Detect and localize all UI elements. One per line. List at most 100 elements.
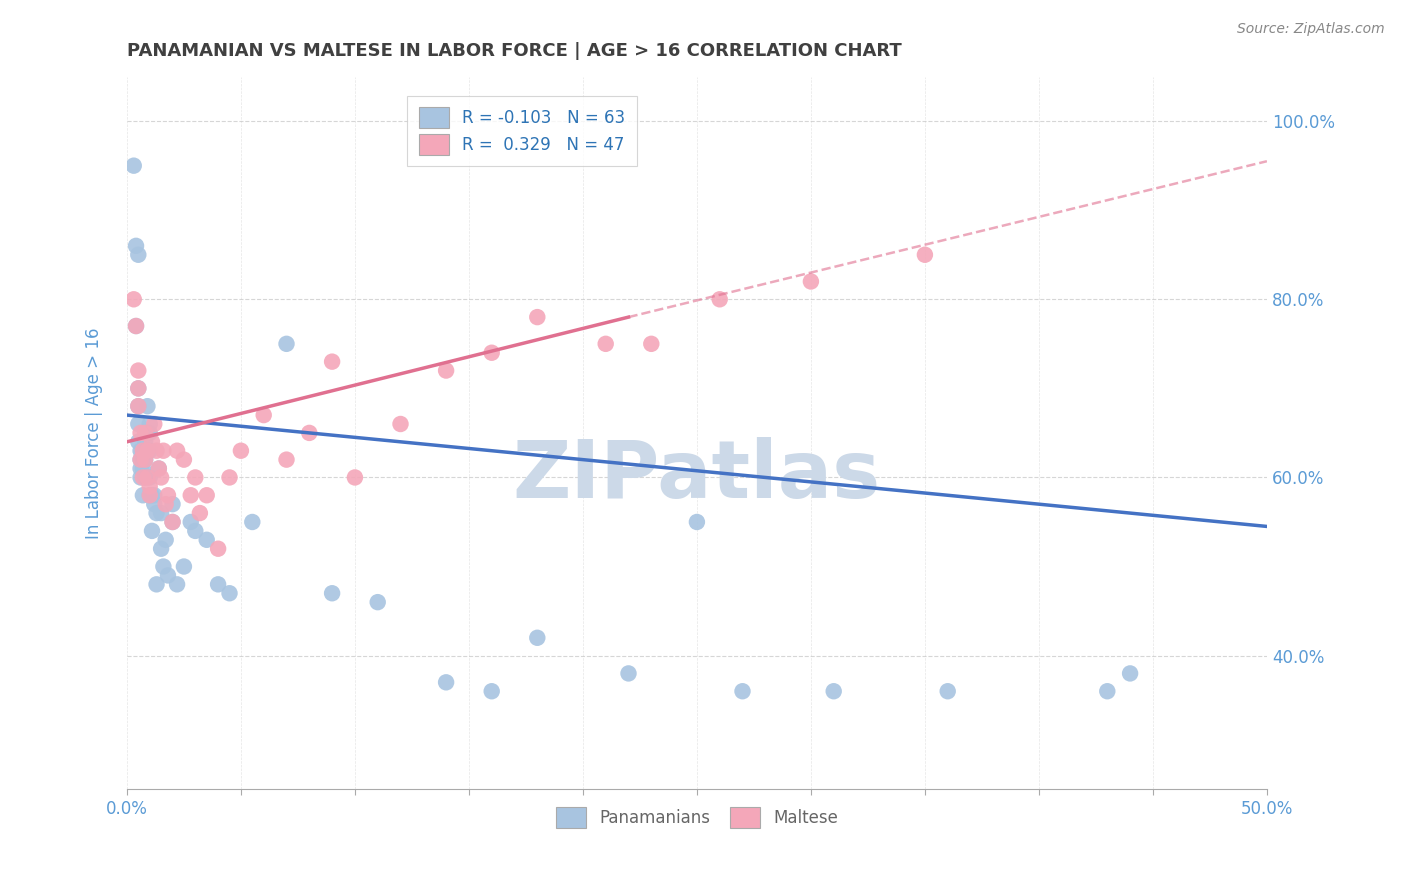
Text: PANAMANIAN VS MALTESE IN LABOR FORCE | AGE > 16 CORRELATION CHART: PANAMANIAN VS MALTESE IN LABOR FORCE | A… — [127, 42, 901, 60]
Legend: Panamanians, Maltese: Panamanians, Maltese — [548, 801, 845, 834]
Point — [138, 488, 160, 502]
Point — [166, 443, 188, 458]
Point — [136, 399, 159, 413]
Y-axis label: In Labor Force | Age > 16: In Labor Force | Age > 16 — [86, 327, 103, 539]
Point — [731, 684, 754, 698]
Point — [148, 461, 170, 475]
Point — [127, 399, 149, 413]
Point — [138, 443, 160, 458]
Point — [122, 159, 145, 173]
Point — [132, 452, 155, 467]
Point — [145, 443, 167, 458]
Point — [276, 336, 298, 351]
Point — [132, 470, 155, 484]
Point — [686, 515, 709, 529]
Point — [127, 417, 149, 431]
Point — [145, 577, 167, 591]
Point — [184, 524, 207, 538]
Point — [173, 559, 195, 574]
Point — [138, 425, 160, 440]
Point — [240, 515, 263, 529]
Point — [595, 336, 617, 351]
Point — [125, 239, 148, 253]
Point — [229, 443, 252, 458]
Point — [132, 461, 155, 475]
Point — [162, 515, 184, 529]
Point — [141, 434, 163, 449]
Point — [434, 363, 457, 377]
Point — [936, 684, 959, 698]
Point — [298, 425, 321, 440]
Point — [145, 506, 167, 520]
Point — [276, 452, 298, 467]
Point — [134, 452, 156, 467]
Point — [481, 345, 503, 359]
Point — [127, 381, 149, 395]
Point — [343, 470, 366, 484]
Point — [138, 470, 160, 484]
Point — [162, 497, 184, 511]
Point — [253, 408, 276, 422]
Point — [800, 275, 823, 289]
Point — [180, 488, 202, 502]
Point — [389, 417, 412, 431]
Point — [1119, 666, 1142, 681]
Point — [367, 595, 389, 609]
Point — [129, 425, 152, 440]
Point — [129, 452, 152, 467]
Point — [526, 631, 548, 645]
Point — [526, 310, 548, 324]
Point — [148, 461, 170, 475]
Point — [321, 586, 343, 600]
Point — [136, 425, 159, 440]
Point — [122, 293, 145, 307]
Point — [134, 452, 156, 467]
Point — [195, 533, 218, 547]
Point — [617, 666, 640, 681]
Point — [150, 506, 173, 520]
Point — [125, 318, 148, 333]
Point — [152, 443, 174, 458]
Point — [143, 488, 166, 502]
Point — [134, 434, 156, 449]
Point — [138, 417, 160, 431]
Point — [132, 443, 155, 458]
Point — [143, 497, 166, 511]
Point — [914, 248, 936, 262]
Point — [321, 354, 343, 368]
Point — [152, 559, 174, 574]
Point — [162, 515, 184, 529]
Point — [136, 470, 159, 484]
Point — [150, 470, 173, 484]
Point — [127, 434, 149, 449]
Point — [481, 684, 503, 698]
Point — [155, 533, 177, 547]
Point — [134, 470, 156, 484]
Point — [188, 506, 211, 520]
Point — [138, 488, 160, 502]
Point — [127, 399, 149, 413]
Point — [136, 443, 159, 458]
Text: ZIPatlas: ZIPatlas — [513, 437, 882, 515]
Point — [156, 568, 179, 582]
Point — [173, 452, 195, 467]
Point — [132, 488, 155, 502]
Point — [823, 684, 845, 698]
Point — [127, 248, 149, 262]
Point — [1097, 684, 1119, 698]
Point — [207, 541, 229, 556]
Point — [155, 497, 177, 511]
Point — [136, 443, 159, 458]
Point — [129, 470, 152, 484]
Point — [127, 381, 149, 395]
Point — [129, 443, 152, 458]
Point — [134, 425, 156, 440]
Text: Source: ZipAtlas.com: Source: ZipAtlas.com — [1237, 22, 1385, 37]
Point — [141, 488, 163, 502]
Point — [125, 318, 148, 333]
Point — [150, 541, 173, 556]
Point — [166, 577, 188, 591]
Point — [127, 363, 149, 377]
Point — [640, 336, 662, 351]
Point — [184, 470, 207, 484]
